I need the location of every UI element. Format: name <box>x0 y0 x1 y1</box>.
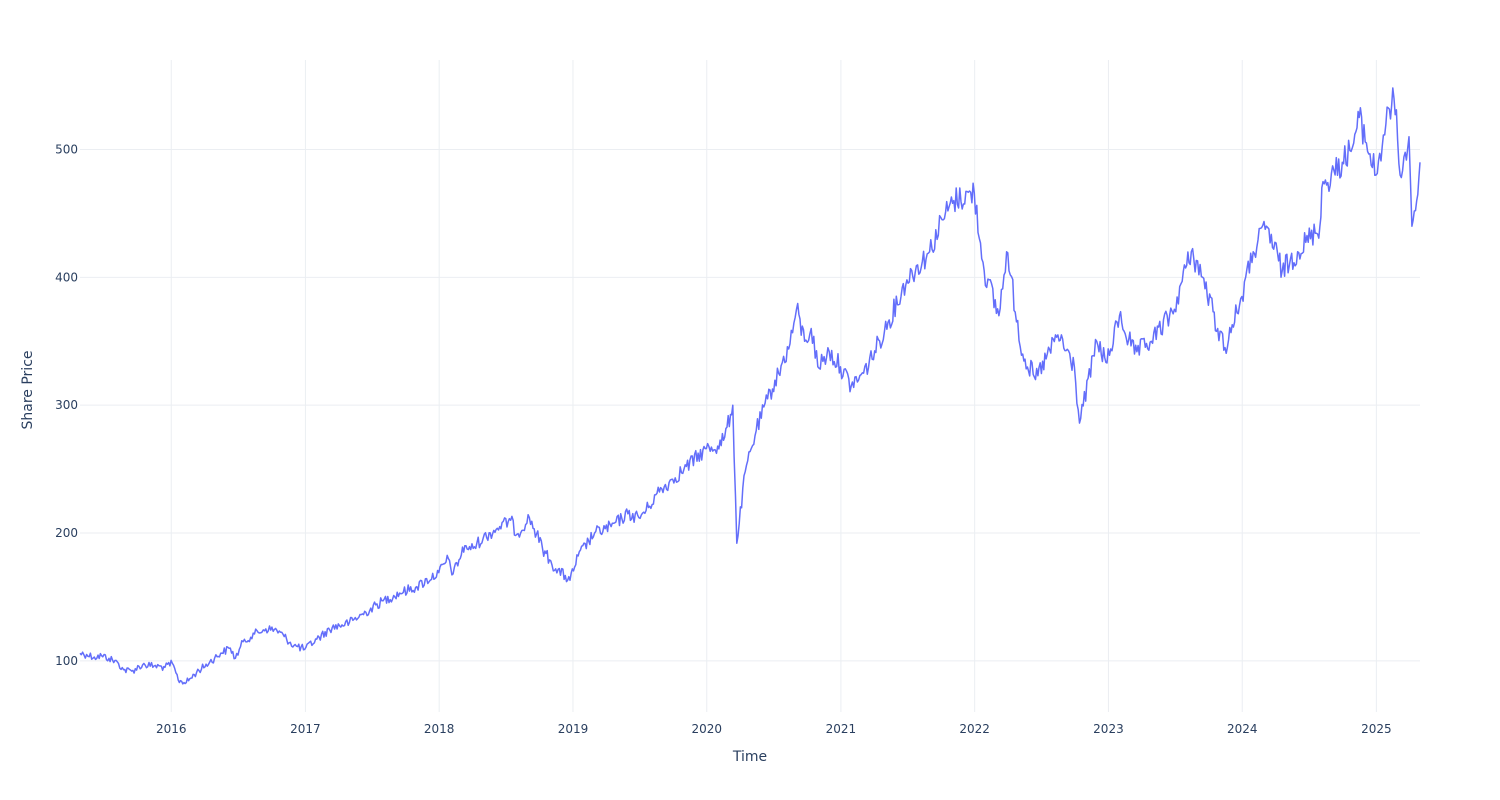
x-axis-ticks: 2016 2017 2018 2019 2020 2021 2022 2023 2024 2025 <box>156 722 1392 736</box>
y-tick-label: 200 <box>55 526 78 540</box>
y-tick-label: 400 <box>55 270 78 284</box>
y-tick-label: 100 <box>55 654 78 668</box>
y-axis-ticks: 100 200 300 400 500 <box>55 142 78 667</box>
x-tick-label: 2016 <box>156 722 187 736</box>
y-axis-title: Share Price <box>20 350 36 429</box>
x-tick-label: 2021 <box>826 722 857 736</box>
y-tick-label: 300 <box>55 398 78 412</box>
x-tick-label: 2025 <box>1361 722 1392 736</box>
x-tick-label: 2022 <box>959 722 990 736</box>
x-tick-label: 2019 <box>558 722 589 736</box>
x-tick-label: 2017 <box>290 722 321 736</box>
x-tick-label: 2023 <box>1093 722 1124 736</box>
x-tick-label: 2020 <box>691 722 722 736</box>
grid <box>80 60 1420 712</box>
price-series-line <box>79 87 1421 685</box>
x-axis-title: Time <box>732 749 767 765</box>
y-tick-label: 500 <box>55 142 78 156</box>
x-tick-label: 2024 <box>1227 722 1258 736</box>
x-tick-label: 2018 <box>424 722 455 736</box>
series-layer <box>79 87 1421 685</box>
